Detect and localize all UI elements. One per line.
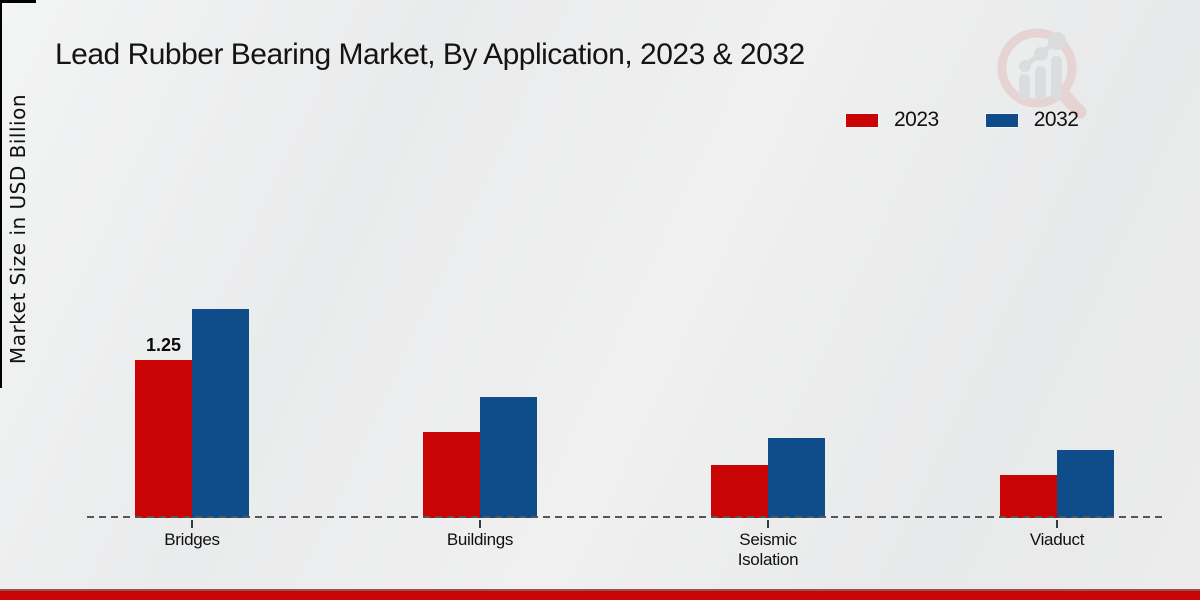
x-axis-baseline (87, 516, 1165, 518)
legend-item-2023: 2023 (845, 108, 939, 132)
category-label-viaduct: Viaduct (1029, 530, 1085, 549)
legend-swatch-2032 (984, 112, 1019, 128)
x-axis-tick (1056, 520, 1058, 528)
category-label-buildings: Buildings (446, 530, 514, 549)
watermark-logo-icon (997, 28, 1087, 119)
category-label-seismic-isolation: Seismic Isolation (737, 530, 799, 569)
bar-value-label: 1.25 (145, 335, 182, 355)
bar-2023-seismic-isolation (711, 464, 768, 518)
bar-2032-viaduct (1057, 449, 1114, 518)
x-axis-tick (191, 520, 193, 528)
legend-item-2032: 2032 (984, 108, 1079, 132)
x-axis-tick (767, 520, 769, 528)
chart-title: Lead Rubber Bearing Market, By Applicati… (55, 38, 805, 71)
left-border-artifact (0, 0, 2, 388)
bar-2023-buildings (423, 432, 480, 518)
x-axis-tick (479, 520, 481, 528)
legend-label-2023: 2023 (894, 108, 939, 131)
bar-2032-seismic-isolation (768, 438, 825, 518)
bar-2023-bridges (135, 360, 192, 518)
legend-label-2032: 2032 (1033, 108, 1079, 131)
legend-swatch-2023 (845, 112, 879, 128)
footer-accent-bar (0, 589, 1200, 600)
bar-2032-bridges (192, 309, 249, 518)
category-label-bridges: Bridges (164, 530, 220, 549)
legend: 2023 2032 (845, 108, 1079, 132)
bar-2032-buildings (480, 396, 537, 518)
top-left-border-artifact (0, 0, 36, 3)
bar-2023-viaduct (1000, 475, 1057, 518)
